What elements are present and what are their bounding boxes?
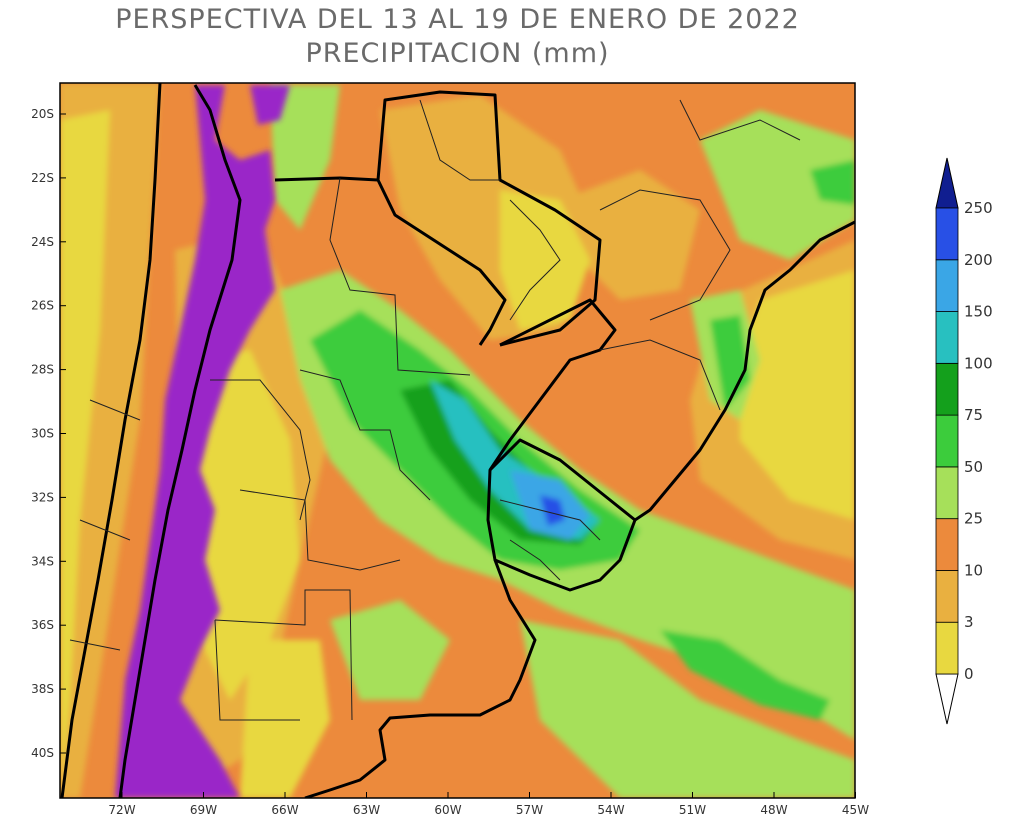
colorbar-segment (935, 207, 959, 261)
lon-tick-label: 54W (597, 803, 624, 817)
bolivia-paraguay-border (274, 176, 507, 346)
lat-tick-label: 34S (31, 554, 54, 568)
province-line (329, 177, 471, 376)
lon-tick-label: 60W (434, 803, 461, 817)
province-line (599, 189, 731, 321)
colorbar-level-label: 150 (964, 303, 993, 321)
lat-tick-label: 24S (31, 235, 54, 249)
lon-tick-label: 69W (190, 803, 217, 817)
map-title-line2: PRECIPITACION (mm) (305, 38, 610, 69)
field-0-3-chile (60, 110, 110, 798)
lon-tick-label: 57W (516, 803, 543, 817)
lon-tick-label: 63W (353, 803, 380, 817)
colorbar-segment (935, 362, 959, 416)
lat-tick-label: 40S (31, 746, 54, 760)
chile-coast (60, 83, 162, 798)
province-line (214, 589, 353, 721)
colorbar-level-label: 250 (964, 199, 993, 217)
field-3-10-brazil-n (560, 170, 700, 300)
longitude-axis: 72W 69W 66W 63W 60W 57W 54W 51W 48W 45W (108, 792, 869, 817)
colorbar-segment (935, 311, 959, 364)
lon-tick-label: 51W (679, 803, 706, 817)
field-25-50-south (330, 600, 450, 700)
field-0-3-brazil-se (740, 270, 855, 520)
colorbar-level-label: 75 (964, 406, 983, 424)
uruguay-border (486, 438, 637, 592)
chile-argentina-border (118, 84, 242, 798)
paraguay-brazil-border (376, 90, 602, 347)
lon-tick-label: 48W (760, 803, 787, 817)
lon-tick-label: 72W (108, 803, 135, 817)
lat-tick-label: 38S (31, 682, 54, 696)
province-line (509, 539, 561, 581)
lat-tick-label: 20S (31, 107, 54, 121)
lat-tick-label: 36S (31, 618, 54, 632)
lat-tick-label: 30S (31, 427, 54, 441)
map-field (60, 83, 855, 798)
province-line (499, 499, 601, 541)
lat-tick-label: 26S (31, 299, 54, 313)
field-50-75-coast (710, 315, 750, 410)
province-line (299, 369, 431, 501)
province-line (214, 619, 300, 721)
andes-high-terrain (115, 85, 275, 798)
colorbar-level-label: 50 (964, 458, 983, 476)
province-line (599, 339, 721, 411)
field-0-3-south (240, 640, 330, 798)
colorbar-segment (935, 414, 959, 468)
field-50-75-ocean (660, 630, 830, 720)
field-25-50-ocean (520, 620, 855, 798)
country-borders (60, 83, 855, 798)
lat-tick-label: 28S (31, 363, 54, 377)
province-line (69, 399, 141, 651)
colorbar-min-triangle (935, 673, 959, 725)
lat-tick-label: 22S (31, 171, 54, 185)
field-25-50-brazil (700, 110, 855, 260)
province-line (239, 489, 401, 571)
argentina-brazil-border (488, 298, 617, 471)
lat-tick-label: 32S (31, 490, 54, 504)
colorbar-segment (935, 259, 959, 312)
colorbar-level-label: 100 (964, 354, 993, 372)
field-200-250 (540, 495, 565, 526)
brazil-coast (634, 220, 855, 522)
colorbar-segment (935, 570, 959, 623)
province-borders (69, 99, 801, 721)
field-25-50-north (270, 85, 340, 230)
colorbar-level-label: 10 (964, 561, 983, 579)
province-line (679, 99, 801, 141)
colorbar: 0 3 10 25 50 75 100 150 200 250 (935, 157, 993, 725)
colorbar-segment (935, 518, 959, 571)
field-0-3-paraguay (500, 190, 590, 330)
province-line (210, 379, 311, 521)
field-50-75-brazil (810, 160, 855, 205)
province-line (509, 199, 561, 321)
colorbar-level-label: 200 (964, 251, 993, 269)
colorbar-max-triangle (935, 157, 959, 209)
province-line (419, 99, 500, 181)
colorbar-level-label: 25 (964, 510, 983, 528)
lon-tick-label: 45W (842, 803, 869, 817)
lon-tick-label: 66W (271, 803, 298, 817)
map-frame (59, 82, 856, 799)
argentina-coast (304, 559, 537, 798)
colorbar-segment (935, 466, 959, 520)
colorbar-level-label: 0 (964, 665, 974, 683)
latitude-axis: 20S 22S 24S 26S 28S 30S 32S 34S 36S 38S 40S (31, 107, 66, 760)
colorbar-level-label: 3 (964, 613, 974, 631)
map-title-line1: PERSPECTIVA DEL 13 AL 19 DE ENERO DE 202… (115, 4, 800, 35)
andes-high-terrain-north (250, 85, 290, 125)
colorbar-segment (935, 621, 959, 675)
